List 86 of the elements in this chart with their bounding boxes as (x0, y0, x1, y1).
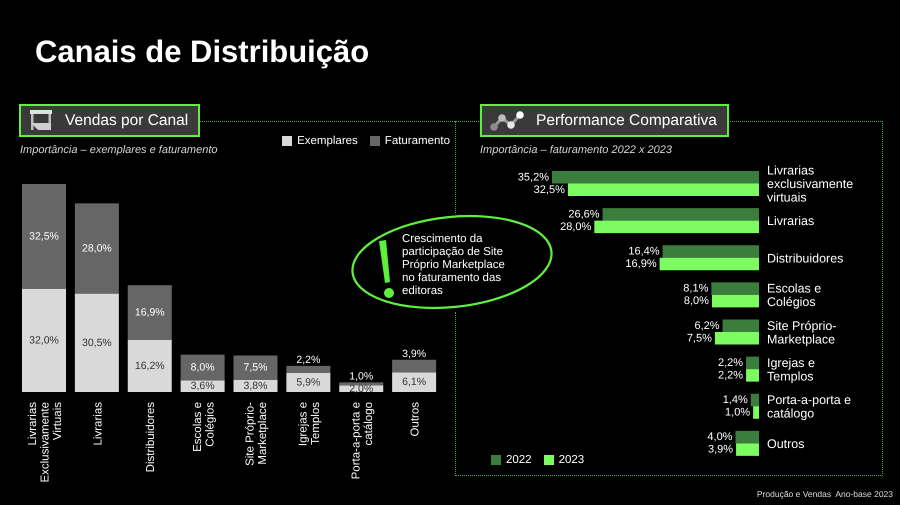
chart-title: Vendas por Canal (65, 112, 188, 130)
data-label: 32,0% (29, 334, 59, 346)
x-tick-label: Site Próprio-Marketplace (244, 402, 270, 466)
data-label: 2,2% (718, 356, 744, 369)
x-tick-label: Livrarias (92, 402, 104, 446)
data-label: 8,1% (683, 282, 709, 295)
legend-label: Faturamento (384, 134, 450, 148)
data-label: 1,4% (722, 394, 748, 406)
data-label: 3,9% (402, 348, 426, 360)
bar (711, 282, 759, 295)
legend-label: 2022 (506, 453, 532, 467)
bar (392, 372, 436, 392)
bar (746, 369, 759, 382)
data-label: 8,0% (190, 361, 215, 374)
data-label: 3,8% (244, 380, 268, 392)
data-label: 28,0% (82, 242, 112, 254)
title-box: Vendas por Canal (19, 104, 200, 137)
data-label: 5,9% (296, 376, 320, 388)
bar (736, 443, 759, 456)
bar (750, 394, 759, 406)
bar (602, 208, 759, 221)
data-label: 26,6% (568, 208, 600, 220)
data-label: 7,5% (686, 332, 712, 344)
bar (746, 356, 759, 370)
bar (712, 294, 759, 308)
data-label: 30,5% (82, 336, 112, 349)
y-tick-label: Livrarias exclusivamente virtuais (767, 164, 854, 205)
bar (722, 320, 759, 332)
data-label: 3,6% (190, 380, 215, 392)
text: Canais de Distribuição (35, 34, 370, 70)
data-label: 16,9% (134, 306, 165, 319)
data-label: 35,2% (518, 171, 550, 184)
data-label: 2,0% (349, 382, 374, 395)
bar (568, 184, 759, 196)
data-label: 32,5% (534, 184, 566, 196)
data-label: 3,9% (708, 444, 734, 456)
bar (714, 332, 759, 344)
x-tick-label: Igrejas e Templos (298, 402, 322, 446)
data-label: 2,2% (718, 369, 744, 382)
data-label: 7,5% (244, 362, 268, 374)
data-label: 1,0% (349, 370, 374, 382)
x-tick-label: Distribuidores (145, 402, 158, 472)
data-label: 2,2% (296, 354, 320, 366)
y-tick-label: Escolas e Colégios (767, 282, 822, 310)
text: Produção e Vendas Ano-base 2023 (756, 489, 893, 499)
x-tick-label: Escolas e Colégios (192, 402, 216, 452)
data-label: 8,0% (684, 295, 710, 308)
bar (392, 360, 436, 372)
data-label: 32,5% (29, 230, 59, 242)
data-label: 6,2% (694, 320, 720, 332)
y-tick-label: Distribuidores (767, 251, 844, 266)
bar (594, 220, 759, 234)
bar (74, 294, 119, 392)
data-label: 4,0% (707, 431, 733, 444)
bar (128, 340, 172, 392)
bar (180, 354, 225, 380)
data-label: 6,1% (402, 376, 426, 388)
annotation: Crescimento da participação de Site Próprio Marketplace no faturamento das editoras (402, 233, 506, 298)
chart-subtitle: Importância – faturamento 2022 x 2023 (480, 144, 672, 156)
data-label: 16,2% (134, 360, 165, 372)
bar (74, 203, 119, 294)
bar (22, 184, 66, 289)
data-label: 1,0% (725, 406, 750, 418)
y-tick-label: Livrarias (767, 214, 814, 228)
chart-title: Performance Comparativa (536, 112, 717, 130)
bar (552, 171, 759, 184)
bar (234, 356, 278, 380)
x-tick-label: Livrarias Exclusivamente Virtuais (26, 402, 64, 483)
title-box: Performance Comparativa (480, 104, 729, 137)
bar (128, 285, 172, 340)
y-tick-label: Site Próprio-Marketplace (767, 318, 836, 346)
bar (735, 430, 759, 444)
data-label: 28,0% (560, 220, 592, 233)
data-label: 16,4% (628, 246, 660, 258)
y-tick-label: Igrejas e Templos (767, 356, 815, 384)
x-tick-label: Porta-a-porta e catálogo (350, 402, 375, 480)
bar (753, 406, 759, 419)
legend-label: Exemplares (297, 134, 358, 148)
data-label: 16,9% (625, 258, 657, 270)
bar (286, 366, 330, 373)
chart-subtitle: Importância – exemplares e faturamento (20, 144, 218, 156)
x-tick-label: Outros (410, 402, 422, 437)
bar (660, 258, 759, 270)
bar (662, 245, 759, 258)
bar (22, 288, 66, 392)
legend-label: 2023 (558, 453, 584, 467)
